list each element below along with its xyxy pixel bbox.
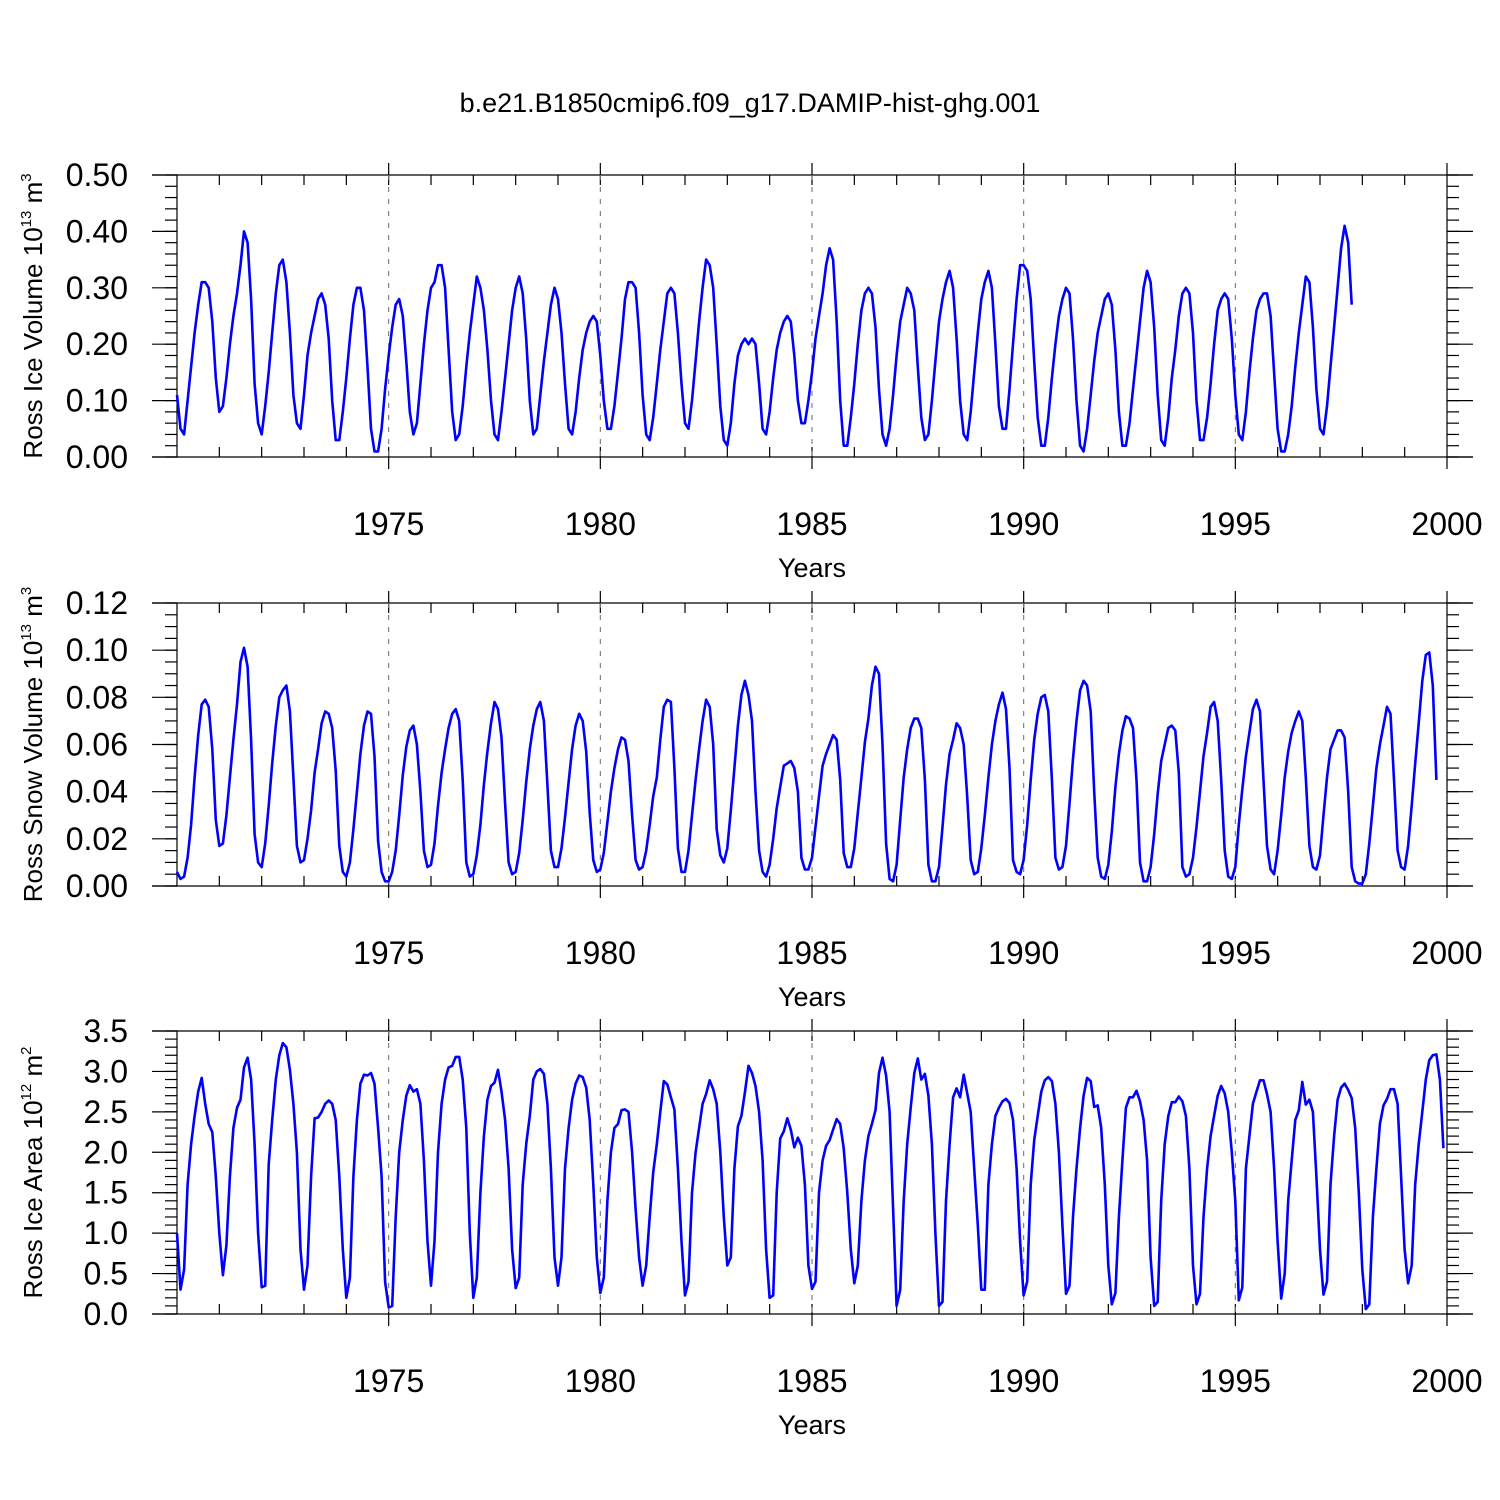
y-tick-label: 0.10 — [66, 632, 128, 668]
x-tick-label: 1980 — [565, 935, 636, 971]
x-tick-label: 1990 — [988, 935, 1059, 971]
x-tick-label: 1980 — [565, 506, 636, 542]
y-tick-label: 0.50 — [66, 157, 128, 193]
y-tick-label: 0.06 — [66, 727, 128, 763]
series-line-ross-ice-volume — [175, 224, 1353, 453]
y-axis-label-unit-exp: 3 — [18, 587, 35, 595]
y-axis-label-main: Ross Ice Volume 10 — [18, 227, 48, 458]
panel-ross-ice-area: 0.0 0.5 1.0 1.5 2.0 2.5 3.0 3.5 1975 1980 1985 1990… — [18, 1013, 1483, 1440]
y-axis-label: Ross Ice Area 1012 m2 — [18, 1047, 48, 1299]
series-line-ross-ice-area — [175, 1041, 1445, 1311]
x-axis-label: Years — [778, 982, 846, 1012]
y-tick-label: 0.5 — [84, 1256, 128, 1292]
x-tick-label: 1990 — [988, 506, 1059, 542]
y-tick-label: 0.10 — [66, 383, 128, 419]
y-axis-label: Ross Ice Volume 1013 m3 — [18, 173, 48, 458]
y-tick-label: 1.5 — [84, 1175, 128, 1211]
y-tick-label: 0.40 — [66, 213, 128, 249]
y-axis-label-unit: m — [18, 182, 48, 211]
y-tick-label: 1.0 — [84, 1215, 128, 1251]
x-tick-label: 2000 — [1411, 1363, 1482, 1399]
panels: 0.00 0.10 0.20 0.30 0.40 0.50 1975 1980 1985 1990… — [18, 157, 1483, 1440]
y-axis-label-unit-exp: 3 — [18, 173, 35, 181]
y-tick-label: 0.30 — [66, 270, 128, 306]
y-axis-label-main: Ross Ice Area 10 — [18, 1100, 48, 1298]
x-tick-label: 1995 — [1200, 506, 1271, 542]
x-axis-label: Years — [778, 1410, 846, 1440]
y-axis-label-unit: m — [18, 595, 48, 624]
series-line-ross-snow-volume — [175, 646, 1438, 885]
y-axis-label-exp: 13 — [18, 211, 35, 228]
panel-ross-snow-volume: 0.00 0.02 0.04 0.06 0.08 0.10 0.12 1975 1980 1985… — [18, 585, 1483, 1012]
x-tick-label: 1985 — [776, 935, 847, 971]
panel-ross-ice-volume: 0.00 0.10 0.20 0.30 0.40 0.50 1975 1980 1985 1990… — [18, 157, 1483, 583]
x-tick-label: 2000 — [1411, 935, 1482, 971]
x-tick-label: 1975 — [353, 506, 424, 542]
y-axis-label-main: Ross Snow Volume 10 — [18, 641, 48, 903]
y-tick-label: 3.5 — [84, 1013, 128, 1049]
y-tick-label: 0.20 — [66, 326, 128, 362]
y-tick-label: 3.0 — [84, 1053, 128, 1089]
figure-title: b.e21.B1850cmip6.f09_g17.DAMIP-hist-ghg.… — [460, 88, 1041, 118]
x-axis-label: Years — [778, 553, 846, 583]
y-tick-label: 0.12 — [66, 585, 128, 621]
y-tick-label: 0.02 — [66, 821, 128, 857]
y-tick-label: 0.00 — [66, 868, 128, 904]
y-axis-label-unit-exp: 2 — [18, 1047, 35, 1055]
y-tick-label: 0.08 — [66, 679, 128, 715]
y-tick-label: 0.0 — [84, 1296, 128, 1332]
y-axis-label-exp: 13 — [18, 624, 35, 641]
x-tick-label: 1980 — [565, 1363, 636, 1399]
y-tick-label: 2.0 — [84, 1134, 128, 1170]
x-tick-label: 1985 — [776, 1363, 847, 1399]
y-tick-label: 0.04 — [66, 774, 128, 810]
x-tick-label: 1995 — [1200, 935, 1271, 971]
x-tick-label: 1975 — [353, 935, 424, 971]
y-tick-label: 2.5 — [84, 1094, 128, 1130]
x-tick-label: 1990 — [988, 1363, 1059, 1399]
x-tick-label: 1985 — [776, 506, 847, 542]
y-axis-label: Ross Snow Volume 1013 m3 — [18, 587, 48, 903]
y-axis-label-exp: 12 — [18, 1084, 35, 1101]
x-tick-label: 2000 — [1411, 506, 1482, 542]
x-tick-label: 1975 — [353, 1363, 424, 1399]
x-tick-label: 1995 — [1200, 1363, 1271, 1399]
y-axis-label-unit: m — [18, 1055, 48, 1084]
y-tick-label: 0.00 — [66, 439, 128, 475]
